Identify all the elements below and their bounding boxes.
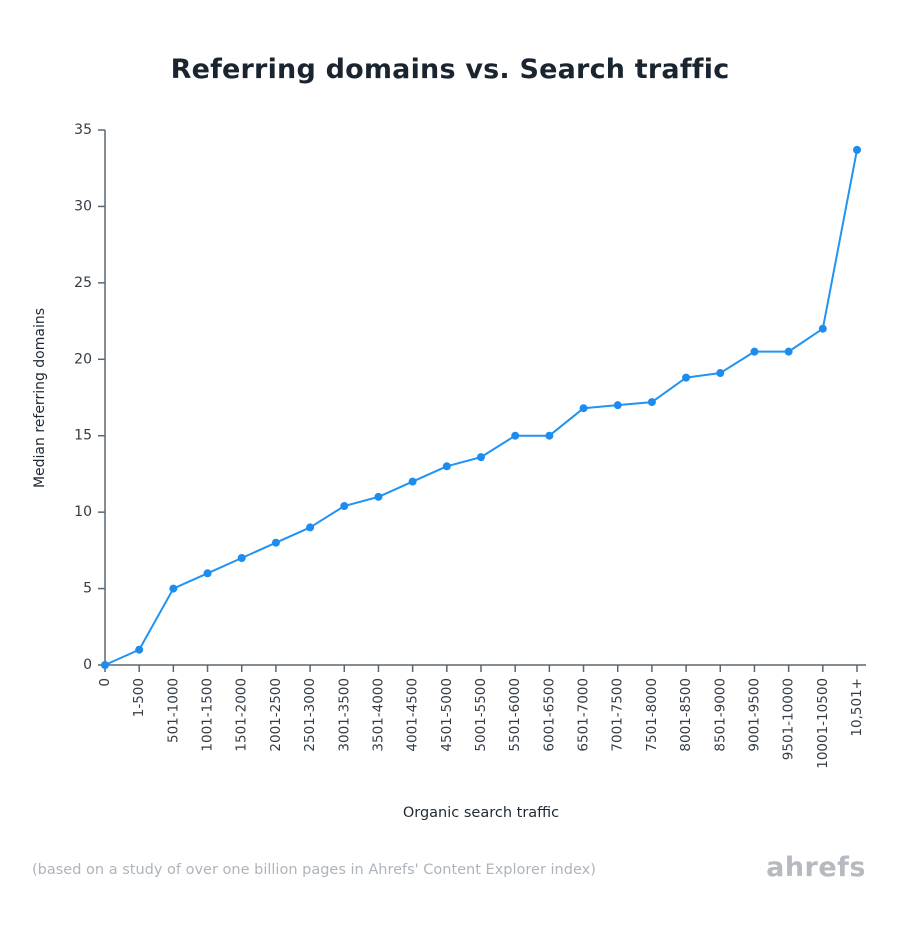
y-tick-label: 25 [74, 275, 92, 291]
x-tick-label: 10,501+ [849, 678, 865, 737]
chart-title: Referring domains vs. Search traffic [170, 54, 730, 85]
x-tick-label: 7001-7500 [610, 678, 626, 752]
data-point [511, 431, 520, 440]
x-tick-label: 10001-10500 [815, 678, 831, 769]
data-line [104, 148, 858, 666]
data-point [237, 554, 246, 562]
data-point [271, 538, 280, 547]
x-tick-label: 1501-2000 [234, 678, 250, 752]
x-tick-label: 1-500 [131, 678, 147, 717]
data-point [545, 431, 554, 440]
data-point [374, 492, 383, 501]
data-point [169, 584, 178, 593]
x-tick-label: 8001-8500 [678, 678, 694, 752]
x-tick-label: 7501-8000 [644, 678, 660, 752]
y-tick-label: 15 [74, 428, 92, 444]
data-point [682, 373, 691, 382]
x-tick-label: 6501-7000 [576, 678, 592, 752]
data-point [442, 462, 451, 471]
data-point [477, 453, 485, 462]
x-tick-label: 3501-4000 [370, 678, 386, 752]
y-tick-label: 0 [83, 657, 92, 673]
line-chart: 0 5 10 15 20 25 30 35 0 1-500 501-1000 1001-1500 150… [74, 122, 866, 769]
x-tick-label: 6001-6500 [541, 678, 557, 752]
data-point [750, 347, 759, 356]
data-point [101, 661, 109, 669]
x-tick-label: 501-1000 [165, 678, 181, 743]
x-tick-label: 4501-5000 [439, 678, 455, 752]
data-point [306, 523, 315, 532]
data-point [340, 502, 349, 511]
ahrefs-logo: ahrefs [766, 852, 866, 883]
data-point [579, 404, 588, 413]
x-tick-label: 5001-5500 [473, 678, 489, 752]
x-tick-label: 2001-2500 [268, 678, 284, 752]
x-tick-label: 0 [97, 678, 113, 687]
y-axis-label: Median referring domains [32, 307, 48, 489]
data-point [408, 477, 417, 486]
x-tick-label: 2501-3000 [302, 678, 318, 752]
data-point [716, 369, 725, 378]
x-axis-label: Organic search traffic [402, 805, 560, 821]
data-point [613, 401, 622, 410]
x-tick-label: 8501-9000 [712, 678, 728, 752]
x-tick-label: 3001-3500 [336, 678, 352, 752]
data-point [647, 398, 656, 407]
y-tick-label: 20 [74, 351, 92, 367]
x-tick-label: 5501-6000 [507, 678, 523, 752]
data-point [203, 569, 212, 578]
data-point [784, 347, 793, 356]
y-tick-label: 5 [83, 581, 92, 597]
y-tick-label: 30 [74, 198, 92, 214]
data-point [853, 145, 861, 154]
x-tick-label: 4001-4500 [405, 678, 421, 752]
y-tick-label: 35 [74, 122, 92, 138]
x-tick-label: 9501-10000 [781, 678, 797, 760]
data-point [135, 645, 144, 654]
x-tick-label: 1001-1500 [200, 678, 216, 752]
data-point [818, 324, 827, 333]
y-tick-label: 10 [74, 504, 92, 520]
footer-note: (based on a study of over one billion pa… [32, 862, 596, 878]
x-tick-label: 9001-9500 [746, 678, 762, 752]
